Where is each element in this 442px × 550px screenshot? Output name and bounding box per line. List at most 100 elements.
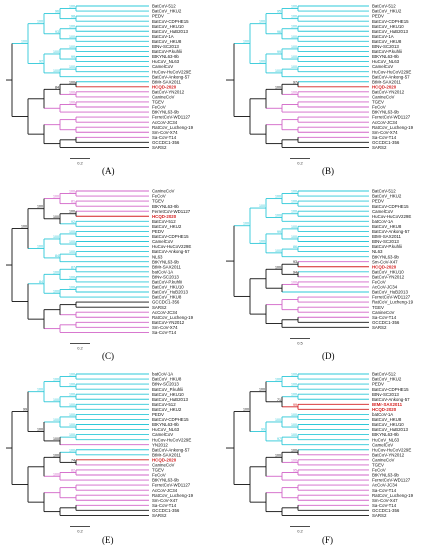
bootstrap-value: 100 [37, 244, 43, 248]
taxon-label: BtKYNL63-9b [372, 54, 399, 59]
taxon-label: FerretCoV-WD1127 [152, 209, 191, 214]
taxon-label: Sm-CoV-X74 [152, 130, 178, 135]
taxon-label: BatCoV_HuB2013 [372, 290, 408, 295]
taxon-label: BatCoV-1A [372, 34, 394, 39]
taxon-label: CanineCoV [152, 95, 175, 100]
scale-bar-label: 0.2 [77, 160, 83, 165]
taxon-label: NL63 [372, 249, 383, 254]
taxon-label: TGEV [372, 100, 384, 105]
bootstrap-value: 92 [39, 59, 43, 63]
bootstrap-value: 100 [53, 289, 59, 293]
taxon-label: PEDV [152, 229, 164, 234]
bootstrap-value: 93 [55, 30, 59, 34]
taxon-label: PEDV [372, 382, 384, 387]
taxon-label: CamelCoV [152, 64, 173, 69]
panel-label-d: (D) [322, 351, 335, 361]
taxon-label: AcCoV-JC34 [372, 285, 398, 290]
taxon-label: BtKYNL63-9b [152, 54, 179, 59]
taxon-label: BatCoV-Ankong-57 [372, 229, 410, 234]
taxon-label: BatCoV-YN2012 [372, 89, 405, 94]
tree-panel-e: 100 100 100 100 100 100 100 100 100 100 100 100 100 9… [4, 368, 218, 550]
taxon-label: BatCoV-YN2012 [372, 452, 405, 457]
bootstrap-value: 100 [291, 55, 297, 59]
bootstrap-value: 96 [277, 30, 281, 34]
bootstrap-value: 100 [53, 437, 59, 441]
taxon-label: CamelCoV [372, 442, 393, 447]
bootstrap-value: 100 [259, 20, 265, 24]
taxon-label: BatCoV-CDPHE15 [152, 234, 189, 239]
bootstrap-value: 94 [293, 270, 297, 274]
bootstrap-value: 100 [275, 249, 281, 253]
bootstrap-value: 100 [53, 69, 59, 73]
taxon-label: BatCoV-P.kuhlii [372, 49, 402, 54]
bootstrap-value: 87 [71, 265, 75, 269]
bootstrap-value: 100 [69, 80, 75, 84]
taxon-label: BatCoV-CDPHE15 [372, 19, 409, 24]
taxon-label: BtKYNL63-9b [372, 432, 399, 437]
bootstrap-value: 100 [53, 453, 59, 457]
taxon-label: HuCov-HuCoV229E [372, 214, 411, 219]
bootstrap-value: 100 [37, 20, 43, 24]
taxon-label: BatCoV_HKU10 [152, 24, 184, 29]
taxon-label: batCoV-1A [372, 412, 393, 417]
taxon-label: HuCov-HuCoV229E [152, 69, 191, 74]
taxon-label: BtMr-SAX2011 [152, 452, 182, 457]
bootstrap-value: 100 [291, 35, 297, 39]
taxon-label: Sm-CoV-X74 [152, 325, 178, 330]
taxon-label: BtKYNL63-9b [372, 110, 399, 115]
taxon-label: BtKYNL63-9b [152, 259, 179, 264]
scale-bar-label: 0.2 [77, 528, 83, 533]
taxon-label: BatCoV-512 [372, 372, 396, 377]
taxon-label: batCoV-1A [152, 372, 173, 377]
tree-panel-a: 100 98 96 100 100 93 100 100 99 100 100 100 92 100 100… [4, 0, 218, 180]
taxon-label: AcCoV-JC34 [152, 120, 178, 125]
taxon-label: TGEV [152, 100, 164, 105]
taxon-label: TGEV [372, 305, 384, 310]
bootstrap-value: 100 [37, 388, 43, 392]
tree-panel-d: 100 100 100 100 100 100 100 100 99 86 100 100 100 93 9… [224, 185, 438, 365]
taxon-label: BatCoV-Ankong-57 [152, 447, 190, 452]
taxon-label: GCCDC1-356 [152, 140, 180, 145]
taxon-label: HuCoV_NL63 [152, 427, 180, 432]
taxon-label: Sa-CoV-T14 [372, 488, 397, 493]
taxon-label: BatCoV-P.kuhlii [372, 244, 402, 249]
taxon-label: BatCoV_HKU10 [372, 24, 404, 29]
tree-panel-b: 100 100 95 100 100 96 100 100 100 99 100 100 100 100 9… [224, 0, 438, 180]
taxon-label: FerretCoV-WD1127 [372, 115, 411, 120]
taxon-label: HuCov-HuCoV229E [372, 69, 411, 74]
taxon-label: GCCDC1-356 [372, 140, 400, 145]
taxon-label: FeCoV [152, 473, 166, 478]
scale-bar-label: 0.2 [297, 528, 303, 533]
bootstrap-value: 99 [293, 403, 297, 407]
bootstrap-value: 100 [53, 235, 59, 239]
taxon-label: BtKYNL63-9b [152, 422, 179, 427]
taxon-label: FeCoV [372, 105, 386, 110]
bootstrap-value: 100 [291, 433, 297, 437]
bootstrap-value: 100 [69, 448, 75, 452]
taxon-label: HuCov-HuCoV229E [152, 244, 191, 249]
bootstrap-value: 100 [53, 50, 59, 54]
bootstrap-value: 84 [55, 254, 59, 258]
taxon-label: SARS2 [372, 513, 387, 518]
bootstrap-value: 100 [275, 378, 281, 382]
taxon-label: FeCoV [372, 468, 386, 473]
bootstrap-value: 100 [259, 239, 265, 243]
taxon-label: SARS2 [372, 145, 387, 150]
taxon-label: BatCoV-P.kuhlii [152, 280, 182, 285]
taxon-label: BatCoV_HKU8 [152, 295, 182, 300]
tree-svg-e: 100 100 100 100 100 100 100 100 100 100 100 100 100 9… [6, 372, 194, 533]
panel-label-e: (E) [102, 535, 114, 545]
bootstrap-value: 100 [275, 214, 281, 218]
taxon-label: BtNv-SC2013 [372, 44, 399, 49]
taxon-label: BtMr-SAX2011 [152, 79, 182, 84]
bootstrap-value: 100 [69, 423, 75, 427]
taxon-label: HCQD-2020 [152, 84, 177, 89]
bootstrap-value: 100 [69, 100, 75, 104]
taxon-label: BtNv-SC2013 [152, 44, 179, 49]
bootstrap-value: 100 [69, 275, 75, 279]
taxon-label: BatCoV_HKU10 [152, 285, 184, 290]
bootstrap-value: 100 [275, 195, 281, 199]
taxon-label: BtNv-SC2013 [372, 392, 399, 397]
taxon-label: FeCoV [152, 194, 166, 199]
bootstrap-value: 100 [291, 423, 297, 427]
